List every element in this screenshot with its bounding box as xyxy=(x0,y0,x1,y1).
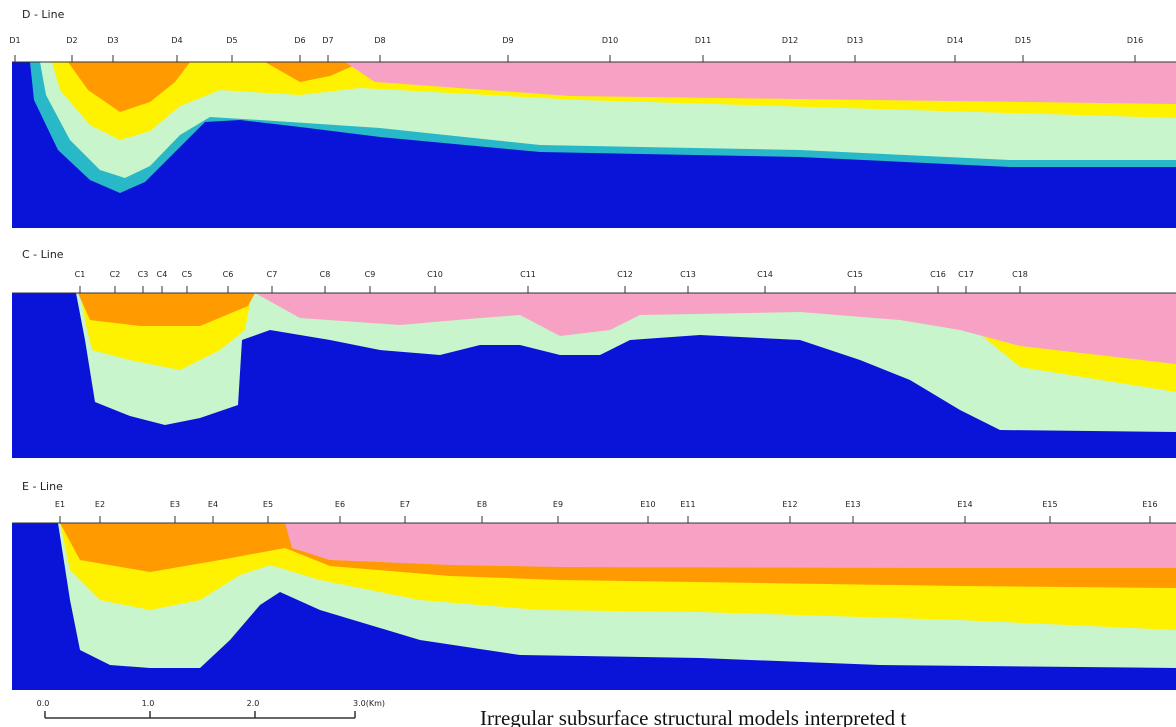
station-label: C5 xyxy=(182,270,193,279)
station-label: E8 xyxy=(477,500,487,509)
station-label: C3 xyxy=(138,270,149,279)
line-title: E - Line xyxy=(22,480,63,493)
scale-label: 1.0 xyxy=(142,699,155,708)
station-label: D13 xyxy=(847,36,863,45)
station-label: D7 xyxy=(322,36,333,45)
station-label: D5 xyxy=(226,36,237,45)
station-label: D14 xyxy=(947,36,963,45)
station-label: C11 xyxy=(520,270,536,279)
scale-label: 3.0(Km) xyxy=(353,699,385,708)
scale-label: 2.0 xyxy=(247,699,260,708)
station-label: C2 xyxy=(110,270,121,279)
pink-layer xyxy=(285,523,1176,568)
station-label: E7 xyxy=(400,500,410,509)
station-label: C15 xyxy=(847,270,863,279)
page: {"panels": [ {"title": "D - Line", "stat… xyxy=(0,0,1176,727)
station-label: D11 xyxy=(695,36,711,45)
station-label: C8 xyxy=(320,270,331,279)
station-label: D3 xyxy=(107,36,118,45)
station-label: D10 xyxy=(602,36,618,45)
station-label: D2 xyxy=(66,36,77,45)
station-label: D4 xyxy=(171,36,182,45)
station-label: E5 xyxy=(263,500,273,509)
station-label: D6 xyxy=(294,36,305,45)
station-label: C7 xyxy=(267,270,278,279)
station-label: E11 xyxy=(680,500,695,509)
station-label: E14 xyxy=(957,500,972,509)
station-label: D8 xyxy=(374,36,385,45)
station-label: C18 xyxy=(1012,270,1028,279)
station-label: E1 xyxy=(55,500,65,509)
station-label: E2 xyxy=(95,500,105,509)
caption: Irregular subsurface structural models i… xyxy=(480,706,906,727)
station-label: E4 xyxy=(208,500,218,509)
station-label: C1 xyxy=(75,270,86,279)
station-label: C13 xyxy=(680,270,696,279)
station-label: E15 xyxy=(1042,500,1057,509)
station-label: E13 xyxy=(845,500,860,509)
scale-label: 0.0 xyxy=(37,699,50,708)
station-label: E12 xyxy=(782,500,797,509)
line-title: C - Line xyxy=(22,248,64,261)
station-label: E16 xyxy=(1142,500,1157,509)
station-label: C10 xyxy=(427,270,443,279)
station-label: E9 xyxy=(553,500,563,509)
station-label: C4 xyxy=(157,270,168,279)
station-label: E6 xyxy=(335,500,345,509)
station-label: E3 xyxy=(170,500,180,509)
station-label: D16 xyxy=(1127,36,1143,45)
station-label: C17 xyxy=(958,270,974,279)
station-label: C9 xyxy=(365,270,376,279)
station-label: D12 xyxy=(782,36,798,45)
line-title: D - Line xyxy=(22,8,65,21)
station-label: E10 xyxy=(640,500,655,509)
station-label: C12 xyxy=(617,270,633,279)
station-label: C16 xyxy=(930,270,946,279)
station-label: C14 xyxy=(757,270,773,279)
station-label: D9 xyxy=(502,36,513,45)
figure: D - Line D1 D2 D3 D4 D5 D6 D7 D8 D9 D10 D11 D12 D13 D1… xyxy=(0,0,1176,727)
station-label: D1 xyxy=(9,36,20,45)
station-label: D15 xyxy=(1015,36,1031,45)
station-label: C6 xyxy=(223,270,234,279)
